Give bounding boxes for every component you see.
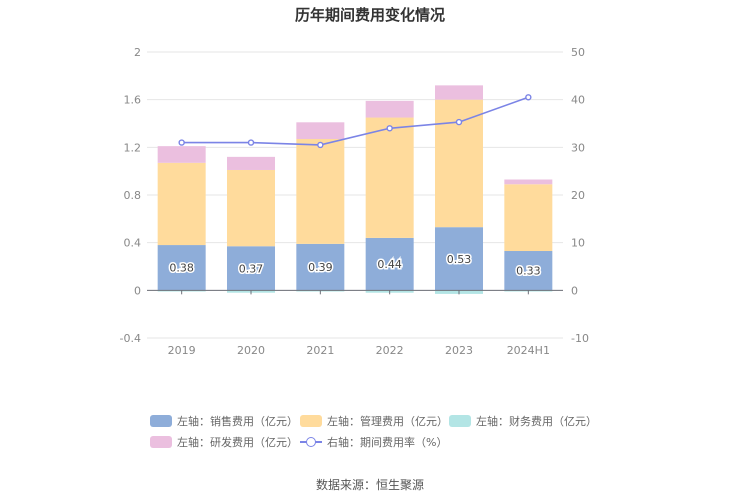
legend-label-admin: 左轴：管理费用（亿元） xyxy=(327,415,448,428)
expense-rate-point xyxy=(178,139,185,146)
bar-admin xyxy=(435,99,483,228)
data-label-sales: 0.39 xyxy=(308,261,333,274)
bar-sales xyxy=(365,237,414,291)
legend-item-sales[interactable]: 左轴：销售费用（亿元） xyxy=(150,413,298,429)
y-right-tick-label: 30 xyxy=(571,141,585,154)
bar-admin xyxy=(227,169,275,247)
legend-label-rnd: 左轴：研发费用（亿元） xyxy=(177,436,298,449)
bar-admin xyxy=(296,138,345,244)
expense-rate-line xyxy=(181,96,529,146)
legend-item-expense-rate[interactable]: 右轴：期间费用率（%） xyxy=(300,434,447,450)
x-tick-label: 2020 xyxy=(237,344,265,357)
y-left-tick-label: 1.6 xyxy=(124,94,142,107)
data-label-sales: 0.33 xyxy=(516,265,541,278)
x-tick-label: 2022 xyxy=(376,344,404,357)
y-left-tick-label: -0.4 xyxy=(120,332,141,345)
legend-item-rnd[interactable]: 左轴：研发费用（亿元） xyxy=(150,434,298,450)
bar-admin xyxy=(157,162,206,246)
x-tick-label: 2024H1 xyxy=(507,344,550,357)
legend-label-expense-rate: 右轴：期间费用率（%） xyxy=(327,436,448,449)
legend-swatch-rnd xyxy=(150,436,172,448)
bar-rnd xyxy=(227,156,275,170)
data-label-sales: 0.44 xyxy=(377,258,402,271)
data-label-sales: 0.53 xyxy=(447,253,472,266)
legend-item-finance[interactable]: 左轴：财务费用（亿元） xyxy=(449,413,597,429)
legend-swatch-finance xyxy=(449,415,471,427)
y-right-tick-label: 40 xyxy=(571,94,585,107)
bar-sales xyxy=(157,245,206,291)
legend-item-admin[interactable]: 左轴：管理费用（亿元） xyxy=(300,413,448,429)
legend-swatch-sales xyxy=(150,415,172,427)
bar-admin xyxy=(365,117,414,238)
y-right-tick-label: 0 xyxy=(571,284,578,297)
expense-rate-point xyxy=(247,139,255,146)
bar-admin xyxy=(504,184,553,252)
bar-rnd xyxy=(157,146,206,163)
y-left-tick-label: 0 xyxy=(134,284,141,297)
bar-rnd xyxy=(504,179,553,185)
legend-label-sales: 左轴：销售费用（亿元） xyxy=(177,415,298,428)
data-label-sales: 0.38 xyxy=(169,262,194,275)
expense-rate-point xyxy=(525,94,532,101)
expense-rate-point xyxy=(317,141,324,149)
x-tick-label: 2023 xyxy=(445,344,473,357)
legend-label-finance: 左轴：财务费用（亿元） xyxy=(476,415,597,428)
y-right-tick-label: 20 xyxy=(571,189,585,202)
y-right-tick-label: 10 xyxy=(571,237,585,250)
bar-sales xyxy=(504,251,553,291)
bar-rnd xyxy=(435,85,483,100)
legend-swatch-admin xyxy=(300,415,322,427)
y-left-tick-label: 1.2 xyxy=(124,141,142,154)
bar-rnd xyxy=(365,100,414,118)
y-left-tick-label: 0.4 xyxy=(124,237,142,250)
x-tick-label: 2021 xyxy=(306,344,334,357)
x-tick-label: 2019 xyxy=(168,344,196,357)
y-right-tick-label: -10 xyxy=(571,332,589,345)
y-right-tick-label: 50 xyxy=(571,46,585,59)
data-label-sales: 0.37 xyxy=(239,262,264,275)
y-left-tick-label: 0.8 xyxy=(124,189,142,202)
y-left-tick-label: 2 xyxy=(134,46,141,59)
expense-rate-point xyxy=(386,125,393,132)
bar-sales xyxy=(435,227,483,291)
source-note: 数据来源：恒生聚源 xyxy=(315,478,424,492)
bar-rnd xyxy=(296,122,345,139)
bar-sales xyxy=(227,246,275,291)
expense-rate-point xyxy=(455,118,463,126)
bar-sales xyxy=(296,243,345,291)
legend-swatch-expense-rate xyxy=(300,436,322,448)
chart-title: 历年期间费用变化情况 xyxy=(294,6,445,24)
